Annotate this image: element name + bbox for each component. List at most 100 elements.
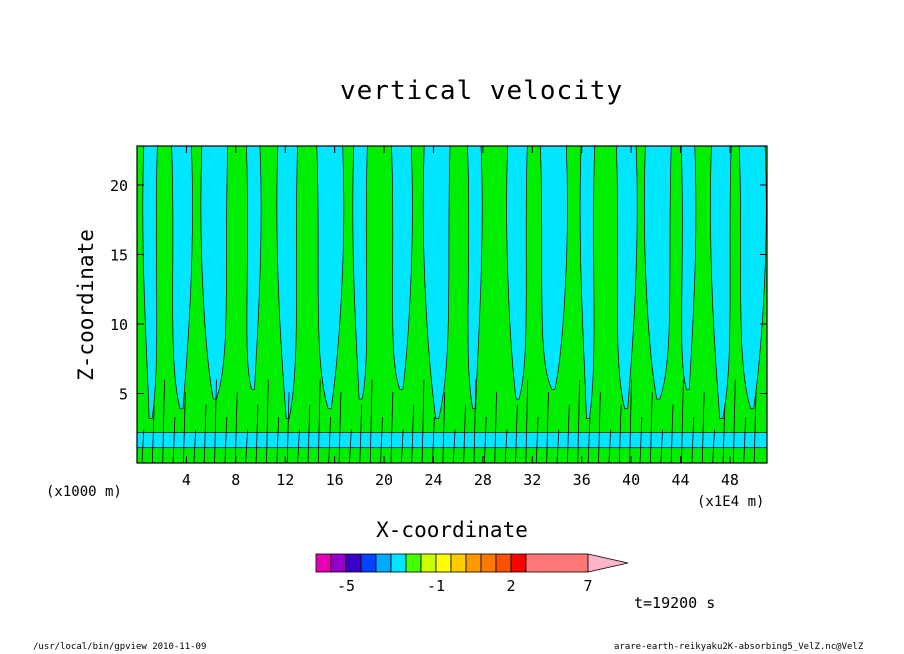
contour-line <box>660 429 664 463</box>
contour-line <box>701 392 705 463</box>
colorbar-box <box>465 553 482 573</box>
contour-line <box>349 429 352 463</box>
contour-line <box>214 379 217 463</box>
colorbar-box <box>375 553 392 573</box>
contour-line <box>556 429 560 463</box>
colorbar: -5 -1 2 7 <box>315 553 629 595</box>
contour-line <box>400 429 404 463</box>
contour-line <box>546 392 549 463</box>
contour-line <box>525 379 529 463</box>
contour-line <box>266 379 269 463</box>
downdraft-region <box>467 146 483 410</box>
footer-left: /usr/local/bin/gpview 2010-11-09 <box>33 642 207 652</box>
contour-line <box>421 379 425 463</box>
x-axis-label: X-coordinate <box>376 518 528 542</box>
x-tick-label: 44 <box>671 471 689 489</box>
downdraft-region <box>171 146 193 410</box>
colorbar-label: 2 <box>506 577 515 595</box>
downdraft-region <box>276 146 298 419</box>
contour-line <box>598 392 601 463</box>
x-tick-label: 36 <box>573 471 591 489</box>
y-axis: 5 10 15 20 <box>110 177 767 403</box>
colorbar-box <box>420 553 437 573</box>
x-tick-label: 20 <box>375 471 393 489</box>
contour-line <box>141 429 145 463</box>
contour-line <box>753 392 757 463</box>
contour-line <box>338 392 342 463</box>
contour-line <box>369 379 373 463</box>
contour-line <box>245 429 248 463</box>
contour-line <box>587 417 591 463</box>
colorbar-box <box>510 553 527 573</box>
contour-line <box>317 379 321 463</box>
y-axis-label: Z-coordinate <box>74 229 98 381</box>
y-tick-label: 15 <box>110 246 128 264</box>
y-unit-note: (x1000 m) <box>46 484 122 500</box>
colorbar-box <box>480 553 497 573</box>
colorbar-box <box>360 553 377 573</box>
contour-line <box>432 417 435 463</box>
colorbar-overflow-arrow <box>587 553 629 573</box>
x-tick-label: 28 <box>474 471 492 489</box>
contour-line <box>162 379 165 463</box>
y-tick-label: 20 <box>110 177 128 195</box>
x-tick-label: 32 <box>523 471 541 489</box>
contour-line <box>691 417 695 463</box>
colorbar-box <box>495 553 512 573</box>
downdraft-region <box>245 146 262 390</box>
y-tick-label: 10 <box>110 316 128 334</box>
y-tick-label: 5 <box>119 385 128 403</box>
contour-line <box>203 404 207 463</box>
contour-line <box>733 379 736 463</box>
colorbar-box <box>450 553 467 573</box>
colorbar-box <box>345 553 362 573</box>
contour-line <box>515 404 518 463</box>
contour-line <box>712 429 715 463</box>
contour-line <box>224 417 228 463</box>
downdraft-region <box>710 146 732 419</box>
contour-line <box>722 404 726 463</box>
contour-line <box>307 404 311 463</box>
contour-line <box>172 417 176 463</box>
downdraft-region <box>506 146 528 400</box>
time-label: t=19200 s <box>634 594 716 612</box>
contour-line <box>483 417 487 463</box>
colorbar-label: -5 <box>337 577 355 595</box>
colorbar-label: 7 <box>583 577 592 595</box>
colorbar-box <box>390 553 407 573</box>
downdraft-region <box>391 146 413 390</box>
x-tick-label: 12 <box>276 471 294 489</box>
x-tick-label: 8 <box>231 471 240 489</box>
downdraft-region <box>142 146 158 419</box>
contour-line <box>193 429 197 463</box>
downdraft-region <box>643 146 672 400</box>
contour-line <box>608 429 612 463</box>
velocity-field <box>137 146 767 463</box>
contour-line <box>297 429 300 463</box>
downdraft-region <box>539 146 568 390</box>
x-tick-label: 4 <box>182 471 191 489</box>
contour-line <box>504 429 508 463</box>
contour-line <box>535 417 539 463</box>
lower-downdraft-band <box>137 432 767 449</box>
colorbar-label: -1 <box>427 577 445 595</box>
downdraft-region <box>422 146 451 419</box>
contour-line <box>670 404 674 463</box>
x-axis: 4 8 12 16 20 24 28 32 36 40 44 48 <box>182 146 739 489</box>
contour-line <box>566 404 570 463</box>
contour-line <box>629 379 632 463</box>
plot-frame <box>136 145 768 464</box>
footer-right: arare-earth-reikyaku2K-absorbing5_VelZ.n… <box>614 642 864 652</box>
contour-line <box>639 417 643 463</box>
colorbar-box <box>315 553 332 573</box>
downdraft-region <box>680 146 697 390</box>
contour-line <box>255 404 259 463</box>
x-tick-label: 40 <box>622 471 640 489</box>
colorbar-box <box>405 553 422 573</box>
contour-line <box>618 404 622 463</box>
contour-line <box>380 417 383 463</box>
x-tick-label: 24 <box>424 471 442 489</box>
x-tick-label: 48 <box>721 471 739 489</box>
